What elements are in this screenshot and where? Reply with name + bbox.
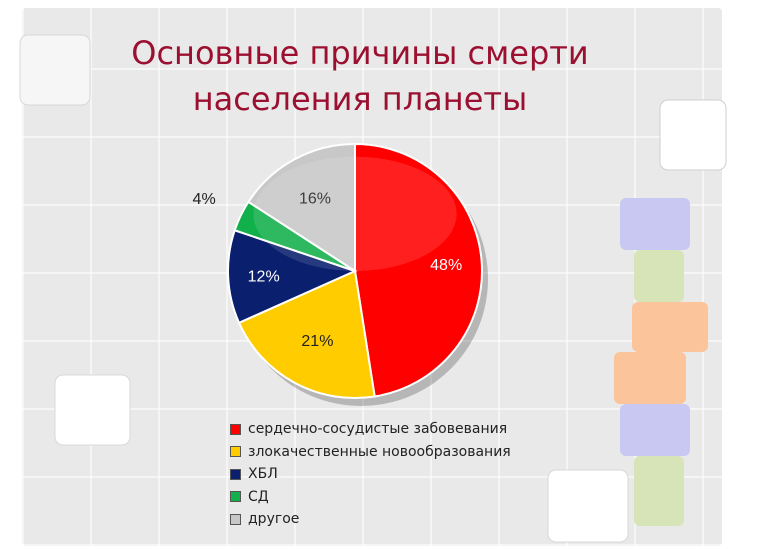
legend-label-1: сердечно-сосудистые забовевания (248, 421, 508, 438)
puzzle-piece-orange-1 (632, 302, 708, 352)
puzzle-piece-white-4 (547, 469, 629, 543)
puzzle-piece-white-2 (19, 34, 91, 106)
pie-data-label-2: 21% (301, 333, 333, 350)
title-line-1: Основные причины смерти (131, 34, 589, 72)
pie-slice-1 (354, 142, 483, 398)
puzzle-piece-purple-2 (620, 404, 690, 456)
legend-swatch-5 (230, 513, 241, 525)
title-line-2: населения планеты (192, 80, 528, 118)
legend-item-3: ХБЛ (230, 463, 511, 486)
legend-item-5: другое (230, 508, 511, 531)
puzzle-piece-white-3 (54, 374, 131, 446)
legend-swatch-2 (230, 446, 241, 458)
puzzle-piece-orange-2 (614, 352, 686, 404)
pie-data-label-4: 4% (193, 191, 216, 208)
pie-slice-3 (227, 228, 358, 325)
legend-label-2: злокачественные новообразования (248, 443, 511, 460)
legend-swatch-1 (230, 423, 241, 435)
legend-label-3: ХБЛ (248, 466, 278, 483)
legend-item-4: СД (230, 486, 511, 509)
puzzle-piece-white-1 (659, 99, 727, 171)
pie-gloss (253, 156, 457, 271)
legend-label-5: другое (248, 511, 300, 528)
pie-data-label-5: 16% (299, 190, 331, 207)
pie-data-label-1: 48% (430, 257, 462, 274)
pie-slice-2 (237, 269, 376, 399)
puzzle-piece-green-1 (634, 250, 684, 302)
legend-item-1: сердечно-сосудистые забовевания (230, 418, 511, 441)
legend-swatch-4 (230, 491, 241, 503)
chart-legend: сердечно-сосудистые забовевания злокачест… (230, 418, 511, 531)
puzzle-piece-green-2 (634, 456, 684, 526)
page-title: Основные причины смерти населения планет… (40, 30, 680, 122)
legend-swatch-3 (230, 468, 241, 480)
pie-slice-5 (247, 142, 356, 273)
pie-data-label-3: 12% (248, 268, 280, 285)
legend-item-2: злокачественные новообразования (230, 441, 511, 464)
legend-label-4: СД (248, 488, 269, 505)
puzzle-piece-purple-1 (620, 198, 690, 250)
